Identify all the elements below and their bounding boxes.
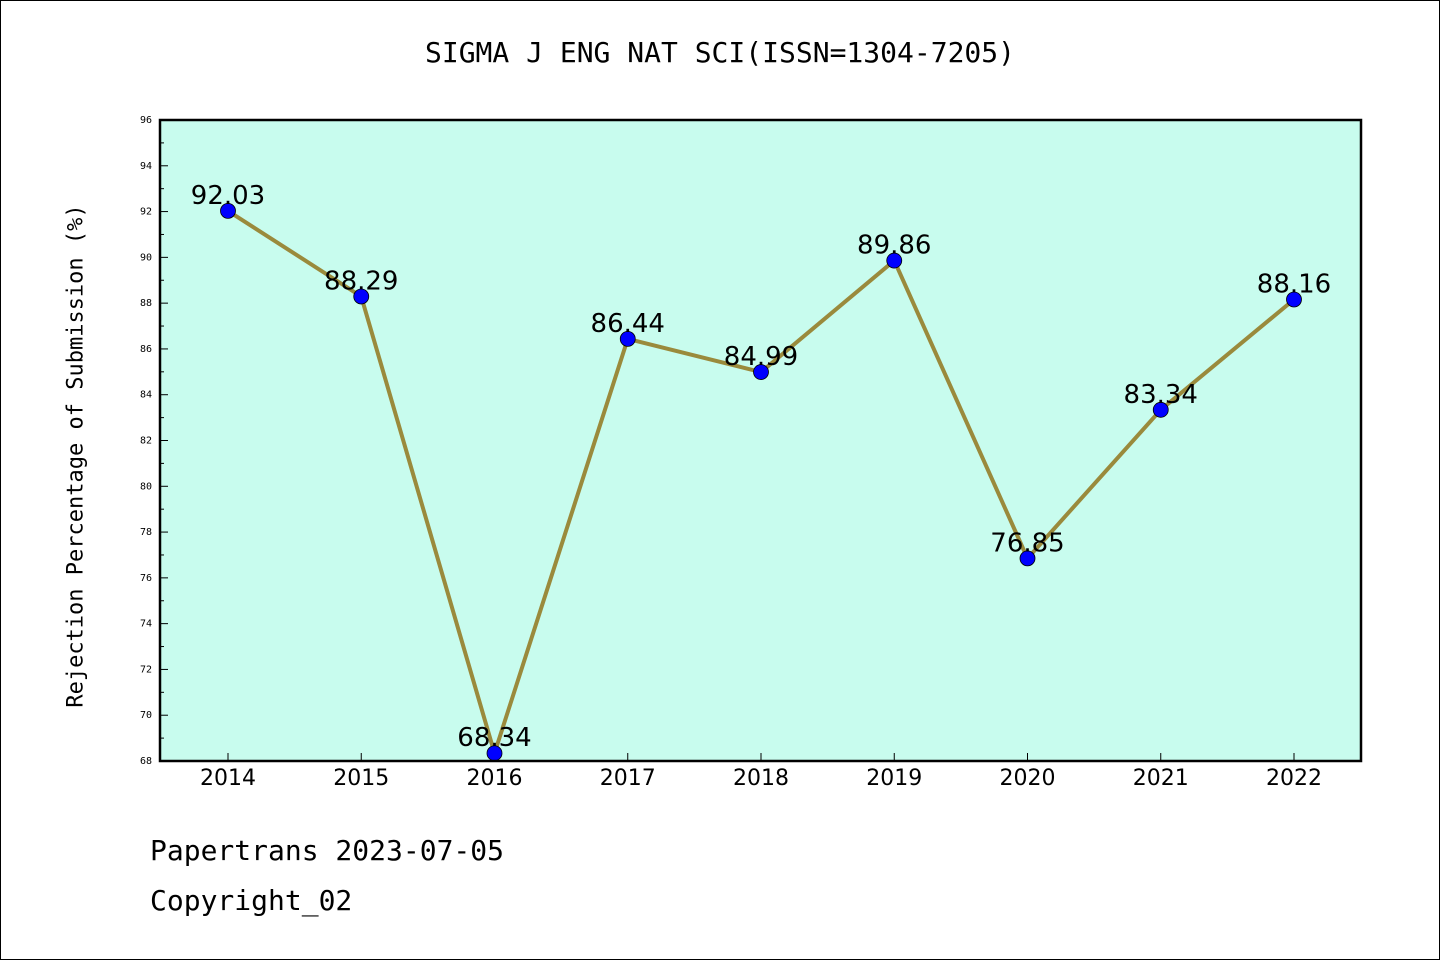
data-point	[220, 202, 236, 219]
y-tick-label: 78	[140, 527, 152, 538]
footer-source: Papertrans 2023-07-05	[150, 834, 505, 867]
x-tick-label: 2022	[1266, 766, 1322, 791]
y-tick-label: 94	[140, 161, 152, 172]
data-point	[1019, 550, 1036, 567]
y-tick-label: 86	[140, 344, 152, 355]
plot-area	[160, 120, 1361, 761]
x-tick-label: 2019	[866, 766, 922, 791]
data-point	[1286, 291, 1302, 308]
y-tick-label: 88	[140, 298, 152, 309]
y-tick-label: 76	[140, 573, 152, 584]
x-tick-label: 2020	[1000, 766, 1056, 791]
y-tick-label: 92	[140, 207, 152, 218]
x-tick-label: 2014	[200, 766, 256, 791]
footer-copyright: Copyright_02	[150, 884, 353, 917]
y-tick-label: 80	[140, 481, 152, 492]
y-tick-label: 68	[140, 756, 152, 767]
data-label: 88.29	[324, 267, 398, 297]
data-label: 89.86	[857, 231, 931, 261]
data-label: 83.34	[1124, 380, 1198, 410]
data-label: 68.34	[457, 723, 531, 753]
data-point	[1152, 401, 1169, 418]
x-tick-label: 2015	[333, 766, 389, 791]
y-tick-label: 96	[140, 115, 152, 126]
y-tick-label: 74	[140, 619, 152, 630]
y-tick-label: 84	[140, 390, 152, 401]
data-point	[619, 330, 636, 347]
y-tick-label: 90	[140, 252, 152, 263]
x-tick-label: 2017	[600, 766, 656, 791]
data-point	[886, 252, 903, 269]
data-label: 88.16	[1257, 269, 1331, 299]
plot-border	[158, 118, 1363, 763]
y-tick-label: 82	[140, 436, 152, 447]
data-point	[753, 364, 769, 380]
data-label: 76.85	[990, 528, 1064, 558]
x-tick-label: 2018	[733, 766, 789, 791]
data-label: 86.44	[591, 309, 665, 339]
data-point	[353, 288, 370, 305]
data-label: 92.03	[191, 181, 265, 211]
x-tick-label: 2021	[1133, 766, 1189, 791]
x-tick-label: 2016	[467, 766, 523, 791]
chart-title: SIGMA J ENG NAT SCI(ISSN=1304-7205)	[424, 36, 1015, 69]
y-tick-label: 72	[140, 664, 152, 675]
y-tick-label: 70	[140, 710, 152, 721]
data-label: 84.99	[724, 342, 798, 372]
